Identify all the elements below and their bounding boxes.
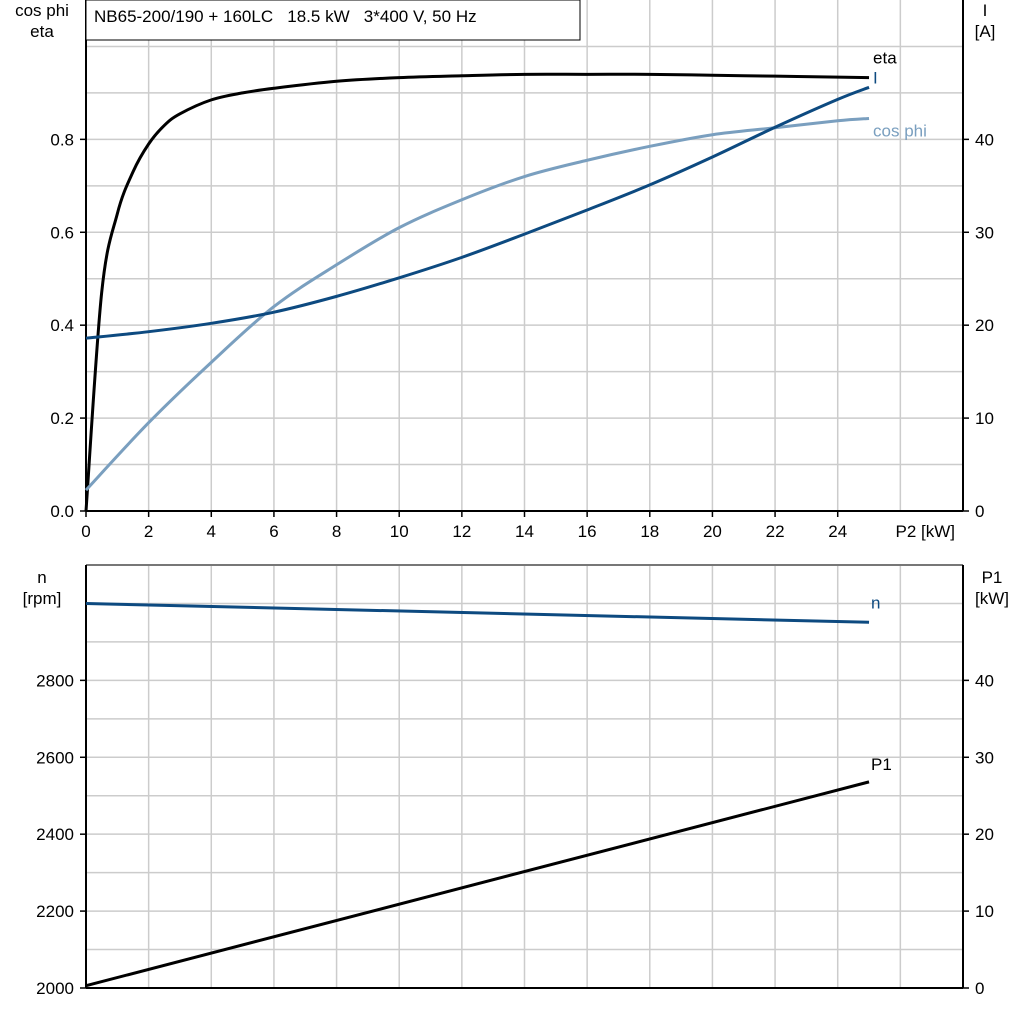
x-tick-label: 22 — [766, 522, 785, 541]
y-tick-label-left: 0.4 — [50, 316, 74, 335]
x-tick-label: 20 — [703, 522, 722, 541]
y-tick-label-left: 2400 — [36, 825, 74, 844]
series-lines — [84, 72, 870, 988]
series-eta-line — [84, 72, 870, 512]
y-tick-label-left: 0.8 — [50, 130, 74, 149]
y-tick-label-right: 20 — [975, 825, 994, 844]
series-P1-line — [85, 780, 870, 988]
y-tick-label-left: 2800 — [36, 671, 74, 690]
series-label-eta: eta — [873, 49, 897, 68]
axes — [80, 0, 969, 989]
series-label-P1: P1 — [871, 755, 892, 774]
y-tick-label-left: 0.2 — [50, 409, 74, 428]
x-tick-label: 24 — [828, 522, 847, 541]
y-tick-label-right: 0 — [975, 979, 984, 998]
y-tick-label-left: 2200 — [36, 902, 74, 921]
y-tick-label-right: 40 — [975, 130, 994, 149]
x-tick-label: 2 — [144, 522, 153, 541]
y-tick-label-right: 30 — [975, 748, 994, 767]
x-tick-label: 16 — [578, 522, 597, 541]
title-box — [85, 0, 581, 41]
y-axis-label-right: I — [983, 1, 988, 20]
x-tick-label: 10 — [390, 522, 409, 541]
y-tick-label-right: 30 — [975, 223, 994, 242]
x-tick-label: 6 — [269, 522, 278, 541]
series-cos-phi-line — [84, 116, 870, 492]
y-axis-label-left: n — [37, 568, 46, 587]
x-tick-label: 0 — [81, 522, 90, 541]
series-I-line — [85, 85, 870, 340]
chart-title: NB65-200/190 + 160LC 18.5 kW 3*400 V, 50… — [94, 7, 477, 26]
x-tick-label: 18 — [640, 522, 659, 541]
y-axis-label-left: [rpm] — [23, 589, 62, 608]
y-tick-label-right: 0 — [975, 502, 984, 521]
x-tick-label: 12 — [452, 522, 471, 541]
y-axis-label-left: eta — [30, 22, 54, 41]
y-tick-label-left: 2000 — [36, 979, 74, 998]
series-label-cos-phi: cos phi — [873, 121, 927, 140]
y-tick-label-right: 10 — [975, 902, 994, 921]
series-label-n: n — [871, 593, 880, 612]
y-axis-label-right: P1 — [982, 568, 1003, 587]
y-axis-label-right: [A] — [975, 22, 996, 41]
series-n-line — [85, 601, 870, 624]
y-tick-label-right: 20 — [975, 316, 994, 335]
y-axis-label-right: [kW] — [975, 589, 1009, 608]
x-axis-label: P2 [kW] — [895, 522, 955, 541]
series-label-I: I — [873, 68, 878, 87]
y-tick-label-left: 0.6 — [50, 223, 74, 242]
y-tick-label-right: 10 — [975, 409, 994, 428]
y-tick-label-left: 0.0 — [50, 502, 74, 521]
bottom-grid — [86, 565, 964, 988]
y-tick-label-left: 2600 — [36, 748, 74, 767]
y-tick-label-right: 40 — [975, 671, 994, 690]
x-tick-label: 14 — [515, 522, 534, 541]
y-axis-label-left: cos phi — [15, 1, 69, 20]
x-tick-label: 4 — [207, 522, 216, 541]
x-tick-label: 8 — [332, 522, 341, 541]
